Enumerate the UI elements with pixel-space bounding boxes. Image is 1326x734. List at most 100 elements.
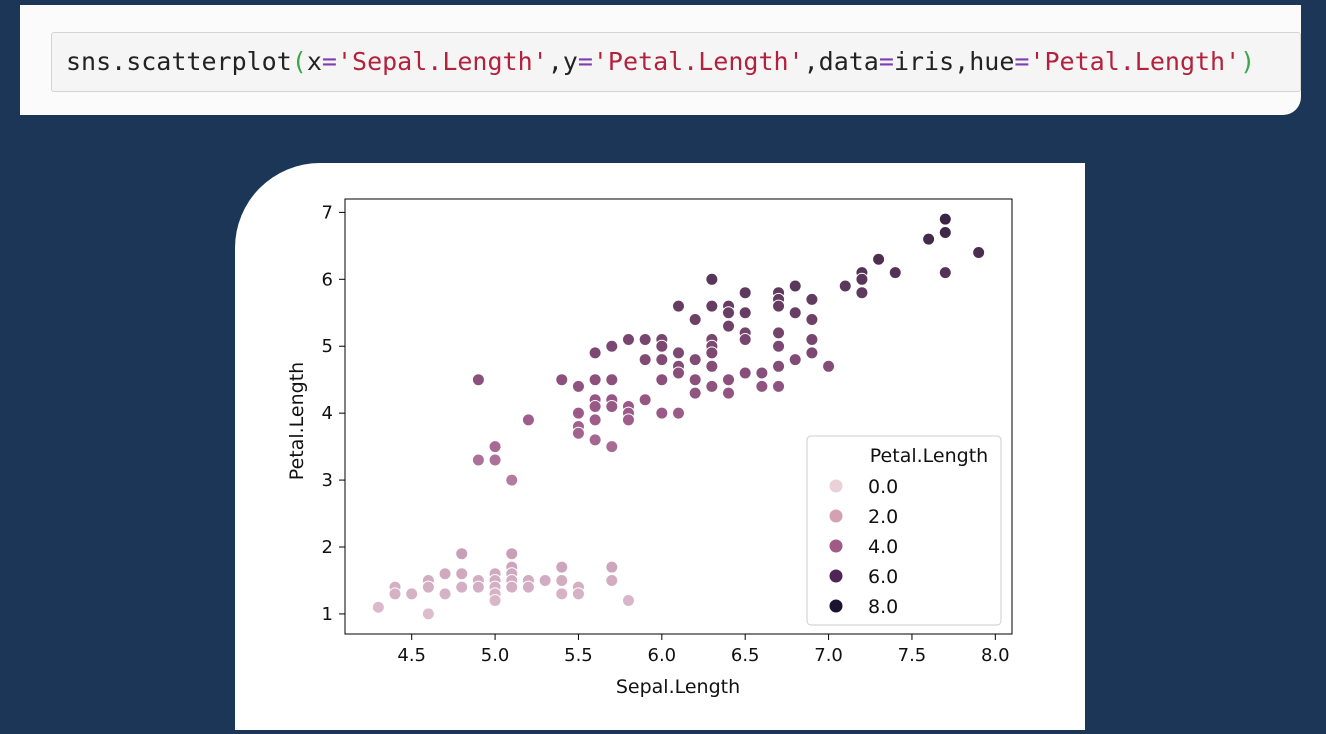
data-point: [738, 306, 752, 320]
data-point: [722, 386, 736, 400]
legend-label: 6.0: [868, 566, 898, 588]
data-point: [605, 560, 619, 574]
code-token: 'Petal.Length': [1029, 47, 1241, 76]
legend-marker: [828, 478, 844, 494]
data-point: [672, 406, 685, 420]
data-point: [638, 333, 652, 347]
data-point: [488, 453, 502, 467]
data-point: [621, 413, 635, 427]
data-point: [455, 567, 469, 581]
data-point: [588, 413, 602, 427]
legend-marker: [828, 598, 844, 614]
x-tick-label: 5.5: [564, 645, 593, 666]
data-point: [588, 373, 602, 387]
data-point: [788, 353, 802, 367]
data-point: [471, 580, 485, 594]
code-token: (: [291, 47, 307, 76]
data-point: [405, 587, 419, 601]
scatter-chart: 4.5 5.0 5.5 6.0 6.5 7.0 7.5 8.0 1 2 3 4 5 6 7 Sepal.L…: [286, 198, 1013, 698]
x-axis-ticks: 4.5 5.0 5.5 6.0 6.5 7.0 7.5 8.0: [397, 634, 1010, 666]
data-point: [588, 399, 602, 413]
y-tick-label: 7: [322, 202, 333, 223]
code-cell[interactable]: sns.scatterplot(x='Sepal.Length',y='Peta…: [51, 32, 1301, 92]
data-point: [805, 346, 819, 360]
data-point: [772, 299, 786, 313]
data-point: [471, 453, 485, 467]
data-point: [555, 587, 569, 601]
x-tick-label: 7.0: [814, 645, 843, 666]
data-point: [555, 573, 569, 587]
data-point: [855, 272, 869, 286]
data-point: [705, 299, 719, 313]
y-tick-label: 5: [322, 336, 333, 357]
data-point: [772, 359, 786, 373]
data-point: [488, 440, 502, 454]
legend: Petal.Length 0.0 2.0 4.0 6.0 8.0: [806, 435, 1002, 626]
code-token: =: [878, 47, 894, 76]
data-point: [571, 379, 585, 393]
data-point: [788, 279, 802, 293]
legend-title: Petal.Length: [870, 445, 988, 467]
data-point: [455, 547, 469, 561]
data-point: [722, 319, 736, 333]
data-point: [571, 426, 585, 440]
data-point: [738, 286, 752, 300]
x-tick-label: 6.5: [731, 645, 760, 666]
data-point: [855, 286, 869, 300]
data-point: [688, 312, 702, 326]
data-point: [438, 567, 452, 581]
data-point: [672, 346, 685, 360]
data-point: [655, 353, 669, 367]
plot-card: 4.5 5.0 5.5 6.0 6.5 7.0 7.5 8.0 1 2 3 4 5 6 7 Sepal.L…: [235, 163, 1085, 730]
code-token: 'Petal.Length': [592, 47, 804, 76]
x-axis-label: Sepal.Length: [616, 676, 740, 698]
data-point: [722, 306, 736, 320]
data-point: [705, 379, 719, 393]
data-point: [621, 333, 635, 347]
data-point: [638, 353, 652, 367]
data-point: [788, 306, 802, 320]
y-axis-ticks: 1 2 3 4 5 6 7: [322, 202, 345, 625]
code-token: data: [818, 47, 879, 76]
data-point: [521, 413, 535, 427]
data-point: [571, 587, 585, 601]
data-point: [805, 312, 819, 326]
data-point: [822, 359, 836, 373]
data-point: [922, 232, 936, 246]
data-point: [471, 373, 485, 387]
y-axis-label: Petal.Length: [286, 362, 308, 480]
data-point: [588, 433, 602, 447]
x-tick-label: 5.0: [481, 645, 510, 666]
legend-marker: [828, 568, 844, 584]
data-point: [555, 560, 569, 574]
data-point: [838, 279, 852, 293]
data-point: [605, 440, 619, 454]
code-token: =: [321, 47, 337, 76]
legend-marker: [828, 508, 844, 524]
legend-label: 8.0: [868, 596, 898, 618]
x-tick-label: 4.5: [397, 645, 426, 666]
data-point: [505, 547, 519, 561]
data-point: [421, 580, 435, 594]
y-tick-label: 3: [322, 470, 333, 491]
data-point: [705, 346, 719, 360]
points-layer: [371, 212, 986, 621]
data-point: [605, 399, 619, 413]
data-point: [705, 272, 719, 286]
data-point: [805, 292, 819, 306]
data-point: [655, 406, 669, 420]
data-point: [655, 373, 669, 387]
data-point: [688, 353, 702, 367]
data-point: [638, 393, 652, 407]
code-token: =: [1014, 47, 1030, 76]
y-tick-label: 4: [322, 403, 333, 424]
data-point: [938, 266, 952, 280]
legend-entries: 0.0 2.0 4.0 6.0 8.0: [828, 476, 898, 618]
code-token: =: [577, 47, 593, 76]
data-point: [888, 266, 902, 280]
code-token: hue: [969, 47, 1015, 76]
data-point: [655, 339, 669, 353]
data-point: [872, 252, 886, 266]
x-tick-label: 7.5: [898, 645, 927, 666]
